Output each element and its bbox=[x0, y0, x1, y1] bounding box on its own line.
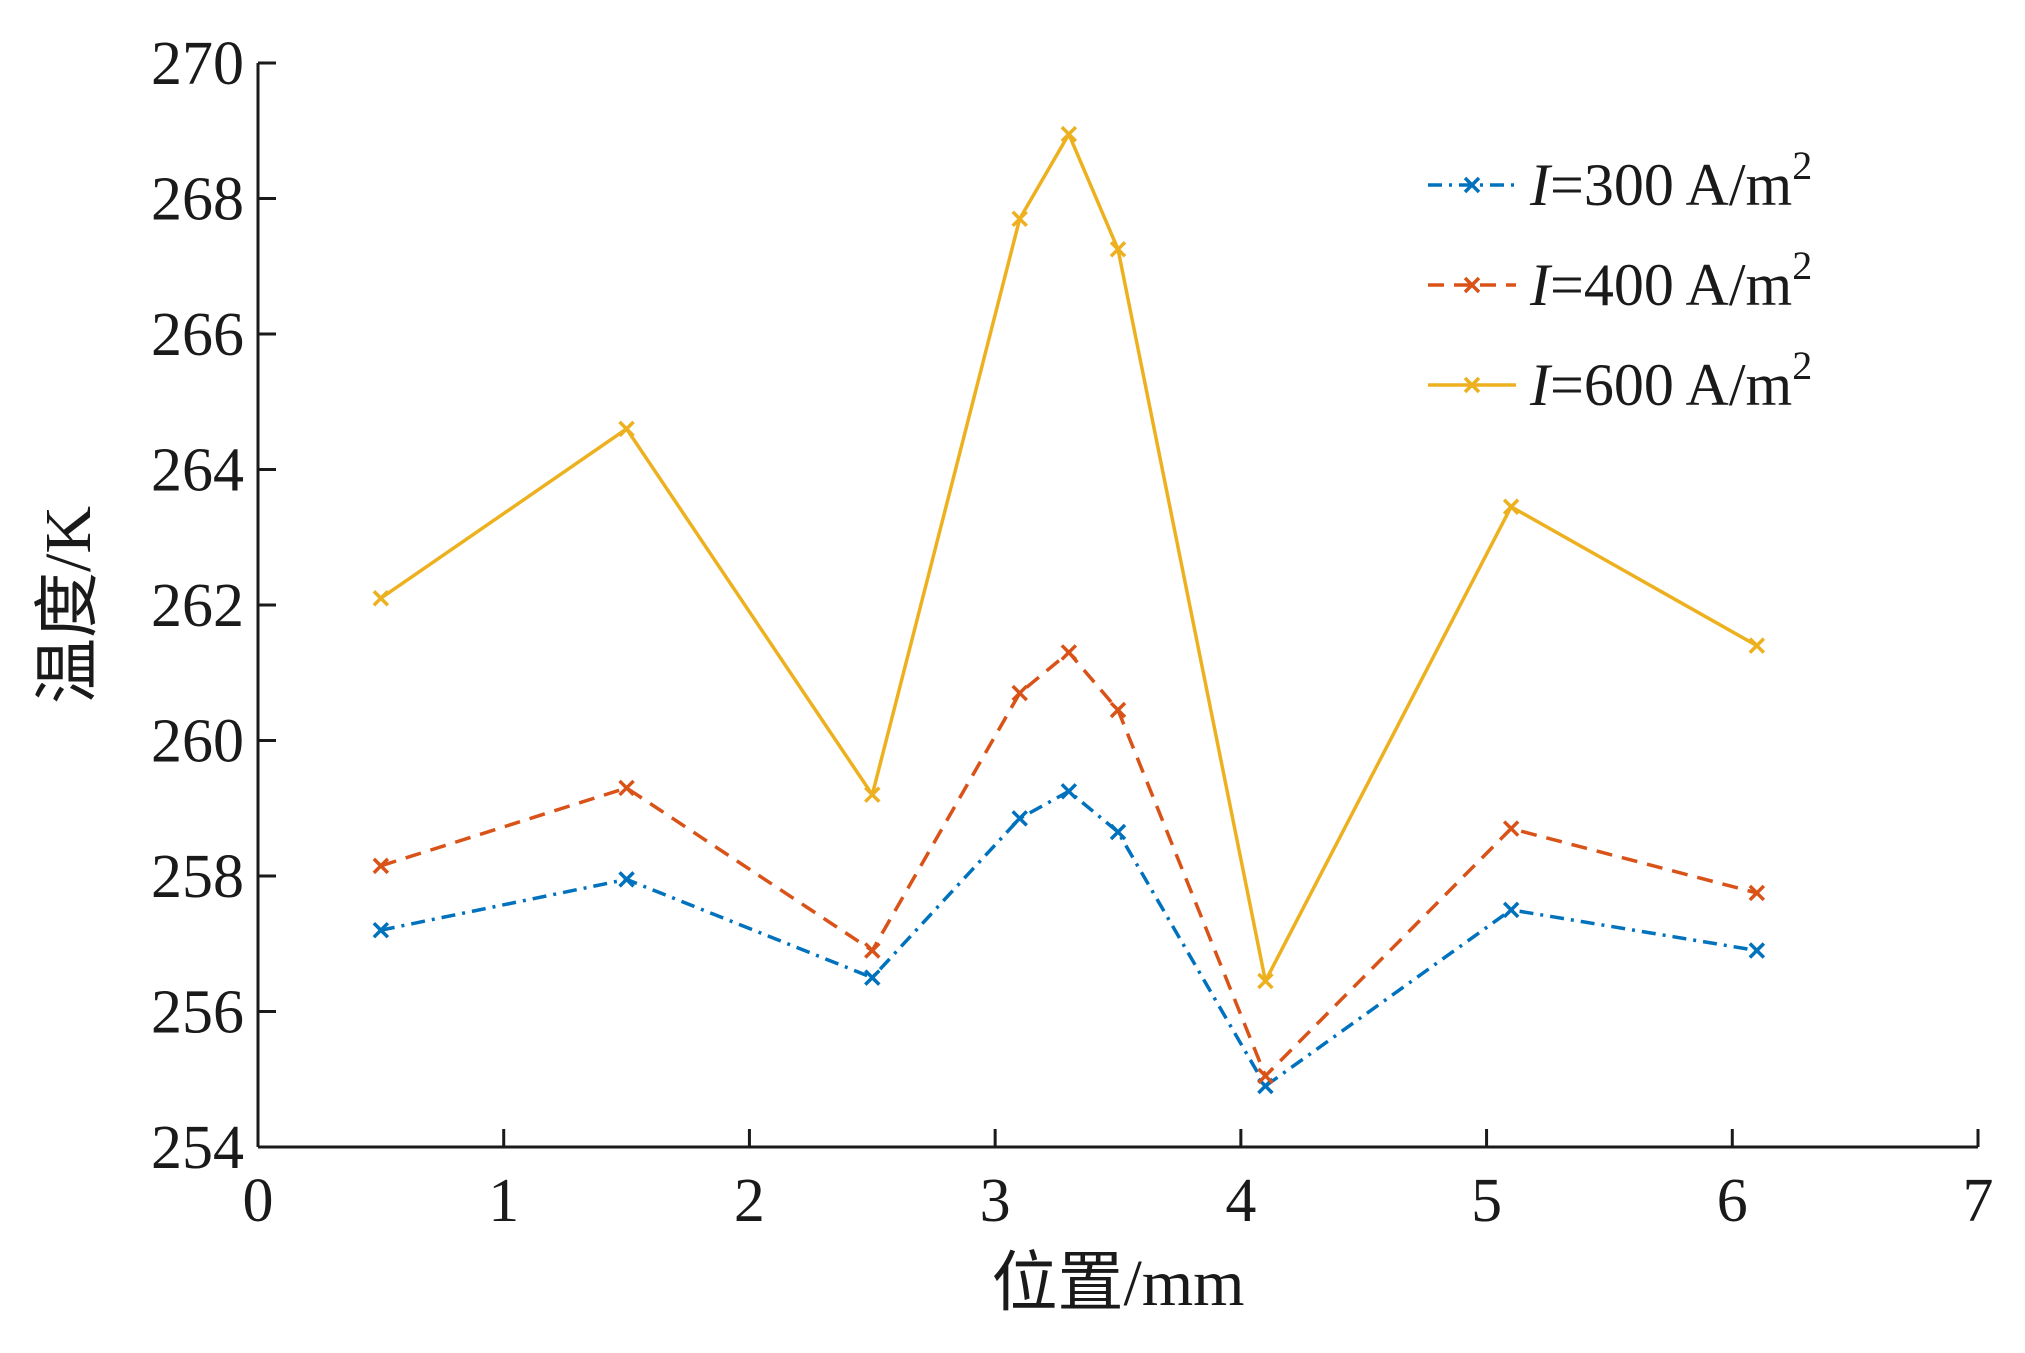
data-point-marker bbox=[1109, 701, 1127, 719]
legend-label-superscript: 2 bbox=[1792, 343, 1812, 388]
y-tick-label: 260 bbox=[151, 708, 244, 776]
data-point-marker bbox=[1748, 884, 1766, 902]
data-point-marker bbox=[1748, 942, 1766, 959]
data-point-marker bbox=[1060, 783, 1078, 800]
series-1 bbox=[372, 783, 1766, 1095]
data-point-marker bbox=[1748, 637, 1766, 654]
series-line bbox=[380, 789, 1758, 1088]
legend-item: I=300 A/m2 bbox=[1428, 143, 1812, 218]
x-tick-label: 7 bbox=[1963, 1167, 1994, 1235]
data-point-marker bbox=[864, 969, 881, 986]
data-point-marker bbox=[1502, 820, 1520, 837]
legend-item: I=600 A/m2 bbox=[1428, 343, 1812, 418]
x-axis-title: 位置/mm bbox=[991, 1247, 1244, 1320]
x-tick-label: 2 bbox=[734, 1167, 765, 1235]
data-point-marker bbox=[372, 589, 390, 607]
x-tick-label: 4 bbox=[1225, 1167, 1256, 1235]
legend-label: I=400 A/m2 bbox=[1529, 243, 1812, 318]
data-point-marker bbox=[1502, 498, 1520, 516]
y-tick-label: 268 bbox=[151, 166, 244, 234]
legend-label-superscript: 2 bbox=[1792, 143, 1812, 188]
series-3 bbox=[372, 125, 1766, 990]
data-point-marker bbox=[1011, 684, 1028, 702]
data-point-marker bbox=[618, 420, 635, 438]
legend-marker bbox=[1463, 376, 1481, 394]
y-tick-label: 254 bbox=[151, 1114, 244, 1182]
data-point-marker bbox=[1060, 125, 1078, 143]
legend-label-symbol: I bbox=[1529, 152, 1553, 218]
x-tick-label: 5 bbox=[1471, 1167, 1502, 1235]
legend-label: I=300 A/m2 bbox=[1529, 143, 1812, 218]
data-point-marker bbox=[372, 857, 390, 875]
y-tick-label: 258 bbox=[151, 843, 244, 911]
data-point-marker bbox=[618, 871, 635, 888]
x-tick-label: 3 bbox=[980, 1167, 1011, 1235]
x-tick-label: 0 bbox=[243, 1167, 274, 1235]
data-point-marker bbox=[864, 786, 881, 803]
x-tick-label: 1 bbox=[488, 1167, 519, 1235]
legend-label-value: =600 A/m bbox=[1550, 352, 1792, 418]
legend-item: I=400 A/m2 bbox=[1428, 243, 1812, 318]
series-2 bbox=[372, 644, 1766, 1085]
y-tick-label: 262 bbox=[151, 572, 244, 640]
series-layer bbox=[372, 125, 1766, 1095]
y-tick-label: 256 bbox=[151, 979, 244, 1047]
data-point-marker bbox=[864, 942, 881, 959]
data-point-marker bbox=[1011, 210, 1028, 228]
data-point-marker bbox=[1109, 241, 1127, 258]
x-tick-label: 6 bbox=[1717, 1167, 1748, 1235]
data-point-marker bbox=[372, 921, 390, 939]
data-point-marker bbox=[1502, 901, 1520, 919]
y-tick-label: 270 bbox=[151, 30, 244, 98]
legend-marker bbox=[1463, 276, 1481, 294]
legend-label: I=600 A/m2 bbox=[1529, 343, 1812, 418]
y-tick-label: 264 bbox=[151, 437, 244, 505]
y-tick-label: 266 bbox=[151, 301, 244, 369]
data-point-marker bbox=[1257, 972, 1274, 990]
legend: I=300 A/m2I=400 A/m2I=600 A/m2 bbox=[1428, 143, 1812, 418]
series-line bbox=[380, 650, 1758, 1078]
legend-label-value: =300 A/m bbox=[1550, 152, 1792, 218]
legend-label-symbol: I bbox=[1529, 252, 1553, 318]
legend-marker bbox=[1463, 176, 1481, 194]
legend-label-symbol: I bbox=[1529, 352, 1553, 418]
x-ticks: 0 1 2 3 4 5 6 7 bbox=[243, 1129, 1994, 1235]
axes bbox=[256, 63, 1978, 1149]
y-ticks: 254 256 258 260 262 264 266 268 270 bbox=[151, 30, 276, 1182]
data-point-marker bbox=[1109, 823, 1127, 841]
data-point-marker bbox=[1060, 644, 1078, 661]
data-point-marker bbox=[618, 779, 635, 797]
y-axis-title: 温度/K bbox=[32, 506, 105, 704]
data-point-marker bbox=[1011, 810, 1028, 827]
legend-label-value: =400 A/m bbox=[1550, 252, 1792, 318]
data-point-marker bbox=[1257, 1067, 1274, 1085]
legend-label-superscript: 2 bbox=[1792, 243, 1812, 288]
